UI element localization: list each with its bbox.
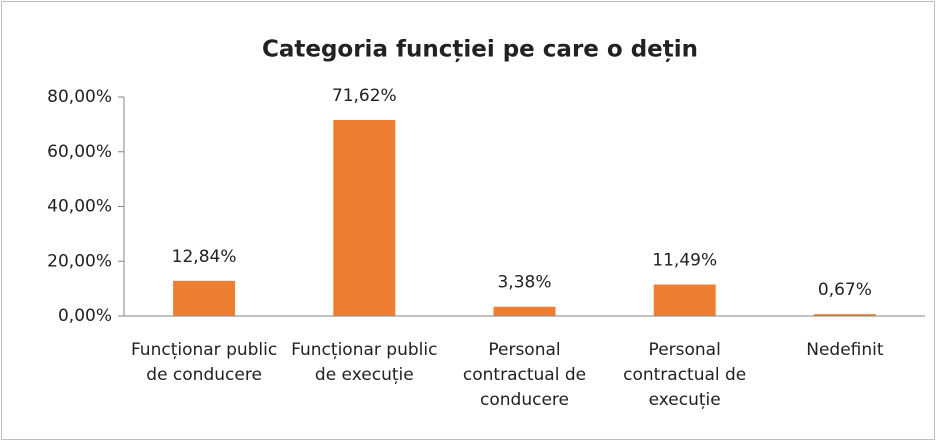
y-tick-label: 60,00% (47, 142, 112, 162)
value-label: 11,49% (652, 251, 717, 271)
x-tick-label: Personal contractual de execuție (623, 340, 747, 410)
y-tick-label: 20,00% (47, 251, 112, 271)
bar (333, 119, 396, 316)
chart-title: Categoria funcției pe care o dețin (262, 37, 698, 63)
value-label: 71,62% (332, 86, 397, 106)
bar (493, 306, 556, 316)
x-tick-label: Personal contractual de conducere (462, 340, 587, 410)
y-tick-label: 80,00% (47, 87, 112, 107)
bar (173, 280, 236, 316)
y-tick-label: 40,00% (47, 197, 112, 217)
y-tick-label: 0,00% (58, 306, 112, 326)
x-tick-label: Nedefinit (806, 340, 884, 360)
x-tick-label: Funcționar public de execuție (291, 340, 438, 385)
value-label: 12,84% (172, 247, 237, 267)
x-tick-label: Funcționar public de conducere (130, 340, 278, 385)
bar (653, 284, 716, 316)
value-label: 0,67% (818, 280, 872, 300)
bar (813, 314, 876, 316)
value-label: 3,38% (497, 273, 551, 293)
